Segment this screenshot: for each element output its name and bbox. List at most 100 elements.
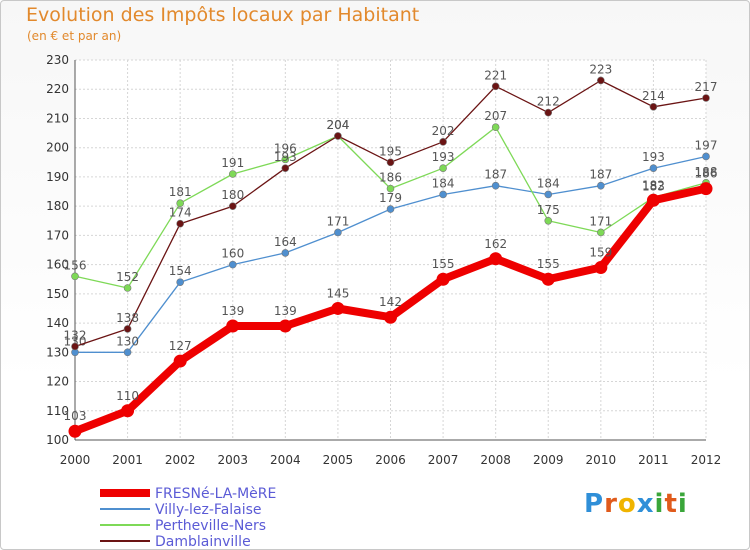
data-label-fresn-la-m-re: 182 (642, 178, 665, 192)
data-point-villy-lez-falaise (228, 260, 237, 269)
logo-letter: P (584, 489, 605, 519)
data-label-fresn-la-m-re: 142 (379, 295, 402, 309)
x-tick-label: 2010 (586, 453, 617, 467)
data-label-pertheville-ners: 183 (642, 179, 665, 193)
data-point-pertheville-ners (439, 164, 447, 172)
logo-letter: t (664, 489, 678, 519)
data-label-pertheville-ners: 156 (64, 258, 87, 272)
y-tick-label: 200 (46, 141, 69, 155)
data-label-damblainville: 202 (432, 124, 455, 138)
data-point-pertheville-ners (228, 170, 237, 178)
legend-label-damblainville: Damblainville (155, 534, 251, 550)
data-label-fresn-la-m-re: 139 (274, 304, 297, 318)
data-point-damblainville (702, 94, 710, 102)
legend-label-fresn-la-m-re: FRESNé-LA-MèRE (155, 486, 276, 502)
data-label-villy-lez-falaise: 179 (379, 191, 402, 205)
data-label-damblainville: 174 (169, 206, 192, 220)
data-label-fresn-la-m-re: 159 (589, 246, 612, 260)
data-label-fresn-la-m-re: 103 (64, 409, 87, 423)
data-point-pertheville-ners (491, 123, 500, 132)
y-tick-label: 210 (46, 111, 69, 125)
data-point-villy-lez-falaise (439, 190, 447, 199)
data-point-pertheville-ners (176, 199, 184, 208)
y-tick-label: 180 (46, 199, 69, 213)
data-point-villy-lez-falaise (176, 278, 184, 286)
data-point-pertheville-ners (281, 155, 290, 164)
proxiti-logo: Proxiti (584, 489, 688, 519)
data-label-villy-lez-falaise: 171 (326, 214, 349, 228)
chart-title: Evolution des Impôts locaux par Habitant (26, 4, 420, 26)
data-label-pertheville-ners: 152 (116, 270, 139, 284)
data-point-fresn-la-m-re (436, 272, 450, 286)
x-tick-label: 2011 (638, 453, 669, 467)
data-label-villy-lez-falaise: 184 (432, 176, 455, 190)
logo-letter: i (677, 489, 688, 519)
data-point-villy-lez-falaise (334, 228, 342, 237)
y-tick-label: 120 (46, 375, 69, 389)
data-label-pertheville-ners: 171 (589, 214, 612, 228)
data-label-fresn-la-m-re: 139 (221, 304, 244, 318)
data-label-fresn-la-m-re: 186 (695, 167, 718, 181)
data-point-villy-lez-falaise (491, 181, 500, 190)
data-label-damblainville: 193 (274, 150, 297, 164)
data-point-fresn-la-m-re (699, 182, 713, 196)
data-point-fresn-la-m-re (278, 319, 292, 333)
data-label-damblainville: 214 (642, 89, 665, 103)
data-label-pertheville-ners: 196 (274, 141, 297, 155)
x-tick-label: 2008 (480, 453, 511, 467)
x-tick-label: 2012 (691, 453, 722, 467)
chart-subtitle: (en € et par an) (27, 29, 122, 43)
data-point-fresn-la-m-re (331, 301, 345, 315)
y-tick-label: 150 (46, 287, 69, 301)
data-point-fresn-la-m-re (489, 252, 503, 266)
x-tick-label: 2005 (323, 453, 354, 467)
data-point-damblainville (386, 158, 395, 167)
data-label-pertheville-ners: 204 (326, 118, 349, 132)
data-point-damblainville (544, 108, 553, 117)
data-point-fresn-la-m-re (173, 354, 187, 368)
data-label-damblainville: 223 (589, 62, 612, 76)
data-point-villy-lez-falaise (649, 164, 658, 172)
data-label-pertheville-ners: 175 (537, 203, 560, 217)
data-point-fresn-la-m-re (226, 319, 240, 333)
data-point-damblainville (649, 102, 658, 111)
data-point-pertheville-ners (386, 184, 395, 193)
data-label-villy-lez-falaise: 193 (642, 150, 665, 164)
logo-letter: i (654, 489, 665, 519)
logo-letter: o (617, 489, 637, 519)
logo-letter: r (604, 489, 618, 519)
data-label-villy-lez-falaise: 184 (537, 176, 560, 190)
data-label-damblainville: 132 (64, 328, 87, 342)
data-label-pertheville-ners: 186 (379, 171, 402, 185)
data-label-fresn-la-m-re: 127 (169, 339, 192, 353)
data-label-damblainville: 221 (484, 68, 507, 82)
data-label-damblainville: 217 (695, 80, 718, 94)
data-point-pertheville-ners (597, 228, 605, 237)
y-tick-label: 100 (46, 433, 69, 447)
data-label-pertheville-ners: 188 (695, 165, 718, 179)
data-label-damblainville: 180 (221, 188, 244, 202)
data-label-villy-lez-falaise: 130 (116, 334, 139, 348)
data-point-pertheville-ners (544, 216, 553, 225)
data-point-villy-lez-falaise (281, 249, 290, 257)
data-point-villy-lez-falaise (597, 181, 605, 190)
data-point-fresn-la-m-re (541, 272, 555, 286)
legend-label-pertheville-ners: Pertheville-Ners (155, 518, 266, 534)
data-point-pertheville-ners (71, 272, 79, 281)
data-label-pertheville-ners: 181 (169, 185, 192, 199)
data-label-fresn-la-m-re: 155 (537, 257, 560, 271)
x-tick-label: 2009 (533, 453, 564, 467)
data-point-damblainville (228, 202, 237, 210)
data-point-damblainville (176, 219, 184, 228)
data-label-villy-lez-falaise: 187 (484, 168, 507, 182)
data-point-fresn-la-m-re (121, 404, 135, 418)
data-label-fresn-la-m-re: 162 (484, 237, 507, 251)
x-tick-label: 2004 (270, 453, 301, 467)
x-tick-label: 2003 (217, 453, 248, 467)
data-label-villy-lez-falaise: 197 (695, 138, 718, 152)
data-label-fresn-la-m-re: 155 (432, 257, 455, 271)
data-label-villy-lez-falaise: 164 (274, 235, 297, 249)
y-tick-label: 160 (46, 258, 69, 272)
data-point-villy-lez-falaise (386, 205, 395, 213)
